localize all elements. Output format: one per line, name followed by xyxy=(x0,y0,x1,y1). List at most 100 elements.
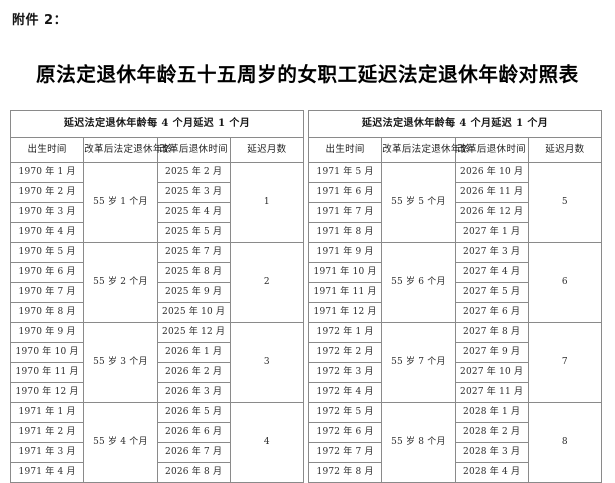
document-page: 附件 2： 原法定退休年龄五十五周岁的女职工延迟法定退休年龄对照表 延迟法定退休… xyxy=(9,13,603,483)
cell-retirement-time: 2026 年 5 月 xyxy=(156,402,231,423)
cell-delay-months: 8 xyxy=(527,402,603,483)
cell-retirement-time: 2025 年 7 月 xyxy=(156,242,231,263)
cell-retirement-time: 2028 年 2 月 xyxy=(454,422,529,443)
cell-birth-month: 1971 年 4 月 xyxy=(9,462,85,483)
cell-birth-month: 1971 年 1 月 xyxy=(9,402,85,423)
cell-retirement-time: 2027 年 9 月 xyxy=(454,342,529,363)
cell-birth-month: 1972 年 1 月 xyxy=(307,322,383,343)
cell-retirement-time: 2028 年 3 月 xyxy=(454,442,529,463)
cell-retirement-time: 2025 年 5 月 xyxy=(156,222,231,243)
cell-retirement-time: 2025 年 12 月 xyxy=(156,322,231,343)
cell-birth-month: 1971 年 9 月 xyxy=(307,242,383,263)
cell-birth-month: 1971 年 12 月 xyxy=(307,302,383,323)
cell-birth-month: 1972 年 5 月 xyxy=(307,402,383,423)
cell-birth-month: 1971 年 5 月 xyxy=(307,162,383,183)
table-row: 1971 年 8 月 2027 年 1 月 xyxy=(307,222,602,243)
cell-birth-month: 1971 年 10 月 xyxy=(307,262,383,283)
cell-retirement-time: 2027 年 5 月 xyxy=(454,282,529,303)
left-table: 延迟法定退休年龄每 4 个月延迟 1 个月 出生时间 改革后法定退休年龄 改革后退休时… xyxy=(9,110,305,483)
column-header-retirement-time: 改革后退休时间 xyxy=(454,137,529,163)
cell-birth-month: 1972 年 3 月 xyxy=(307,362,383,383)
cell-retirement-age: 55 岁 5 个月 xyxy=(381,162,456,243)
table-column-header-row: 出生时间 改革后法定退休年龄 改革后退休时间 延迟月数 xyxy=(9,137,305,163)
cell-birth-month: 1970 年 12 月 xyxy=(9,382,85,403)
cell-birth-month: 1970 年 5 月 xyxy=(9,242,85,263)
table-row: 1970 年 8 月 2025 年 10 月 xyxy=(9,302,304,323)
cell-birth-month: 1971 年 6 月 xyxy=(307,182,383,203)
cell-retirement-time: 2027 年 4 月 xyxy=(454,262,529,283)
cell-retirement-time: 2026 年 3 月 xyxy=(156,382,231,403)
cell-delay-months: 5 xyxy=(527,162,603,243)
cell-retirement-time: 2025 年 3 月 xyxy=(156,182,231,203)
cell-retirement-time: 2028 年 4 月 xyxy=(454,462,529,483)
cell-retirement-time: 2026 年 8 月 xyxy=(156,462,231,483)
table-row: 1970 年 3 月 2025 年 4 月 xyxy=(9,202,304,223)
table-row: 1970 年 7 月 2025 年 9 月 xyxy=(9,282,304,303)
cell-birth-month: 1970 年 3 月 xyxy=(9,202,85,223)
column-header-retirement-time: 改革后退休时间 xyxy=(156,137,231,163)
cell-retirement-age: 55 岁 8 个月 xyxy=(381,402,456,483)
cell-retirement-age: 55 岁 1 个月 xyxy=(83,162,158,243)
cell-retirement-time: 2025 年 8 月 xyxy=(156,262,231,283)
cell-birth-month: 1970 年 9 月 xyxy=(9,322,85,343)
cell-birth-month: 1971 年 7 月 xyxy=(307,202,383,223)
cell-birth-month: 1970 年 10 月 xyxy=(9,342,85,363)
cell-delay-months: 6 xyxy=(527,242,603,323)
cell-retirement-age: 55 岁 2 个月 xyxy=(83,242,158,323)
cell-retirement-age: 55 岁 4 个月 xyxy=(83,402,158,483)
cell-retirement-time: 2027 年 1 月 xyxy=(454,222,529,243)
table-row: 1970 年 2 月 2025 年 3 月 xyxy=(9,182,304,203)
cell-retirement-time: 2026 年 6 月 xyxy=(156,422,231,443)
cell-birth-month: 1971 年 8 月 xyxy=(307,222,383,243)
right-table: 延迟法定退休年龄每 4 个月延迟 1 个月 出生时间 改革后法定退休年龄 改革后退休时… xyxy=(307,110,603,483)
attachment-label: 附件 2： xyxy=(12,13,68,28)
column-header-retirement-age: 改革后法定退休年龄 xyxy=(83,137,172,163)
cell-retirement-age: 55 岁 7 个月 xyxy=(381,322,456,403)
cell-retirement-time: 2025 年 9 月 xyxy=(156,282,231,303)
cell-birth-month: 1971 年 3 月 xyxy=(9,442,85,463)
cell-birth-month: 1970 年 11 月 xyxy=(9,362,85,383)
cell-birth-month: 1970 年 2 月 xyxy=(9,182,85,203)
page-title: 原法定退休年龄五十五周岁的女职工延迟法定退休年龄对照表 xyxy=(36,63,579,86)
table-row: 1972 年 2 月 2027 年 9 月 xyxy=(307,342,602,363)
cell-birth-month: 1970 年 7 月 xyxy=(9,282,85,303)
column-header-delay-months: 延迟月数 xyxy=(527,137,603,163)
cell-birth-month: 1972 年 7 月 xyxy=(307,442,383,463)
cell-retirement-time: 2026 年 7 月 xyxy=(156,442,231,463)
table-group-title-row: 延迟法定退休年龄每 4 个月延迟 1 个月 xyxy=(10,110,304,138)
cell-birth-month: 1972 年 4 月 xyxy=(307,382,383,403)
cell-retirement-time: 2026 年 1 月 xyxy=(156,342,231,363)
table-group-title: 延迟法定退休年龄每 4 个月延迟 1 个月 xyxy=(10,110,304,138)
cell-retirement-time: 2026 年 12 月 xyxy=(454,202,529,223)
cell-birth-month: 1970 年 1 月 xyxy=(9,162,85,183)
table-row: 1970 年 6 月 2025 年 8 月 xyxy=(9,262,304,283)
comparison-tables-container: 延迟法定退休年龄每 4 个月延迟 1 个月 出生时间 改革后法定退休年龄 改革后退休时… xyxy=(9,110,603,483)
cell-delay-months: 3 xyxy=(229,322,305,403)
cell-retirement-time: 2026 年 11 月 xyxy=(454,182,529,203)
cell-retirement-time: 2027 年 3 月 xyxy=(454,242,529,263)
cell-retirement-time: 2025 年 4 月 xyxy=(156,202,231,223)
table-column-header-row: 出生时间 改革后法定退休年龄 改革后退休时间 延迟月数 xyxy=(307,137,603,163)
table-row: 1970 年 12 月 2026 年 3 月 xyxy=(9,382,304,403)
table-group-title: 延迟法定退休年龄每 4 个月延迟 1 个月 xyxy=(308,110,602,138)
cell-birth-month: 1972 年 8 月 xyxy=(307,462,383,483)
cell-delay-months: 4 xyxy=(229,402,305,483)
table-row: 1971 年 11 月 2027 年 5 月 xyxy=(307,282,602,303)
cell-retirement-time: 2025 年 10 月 xyxy=(156,302,231,323)
cell-retirement-age: 55 岁 3 个月 xyxy=(83,322,158,403)
cell-retirement-time: 2025 年 2 月 xyxy=(156,162,231,183)
cell-delay-months: 7 xyxy=(527,322,603,403)
column-header-birth: 出生时间 xyxy=(9,137,85,163)
cell-birth-month: 1970 年 8 月 xyxy=(9,302,85,323)
column-header-retirement-age: 改革后法定退休年龄 xyxy=(381,137,470,163)
table-group-title-row: 延迟法定退休年龄每 4 个月延迟 1 个月 xyxy=(308,110,602,138)
cell-retirement-time: 2028 年 1 月 xyxy=(454,402,529,423)
cell-retirement-time: 2027 年 6 月 xyxy=(454,302,529,323)
cell-birth-month: 1971 年 11 月 xyxy=(307,282,383,303)
